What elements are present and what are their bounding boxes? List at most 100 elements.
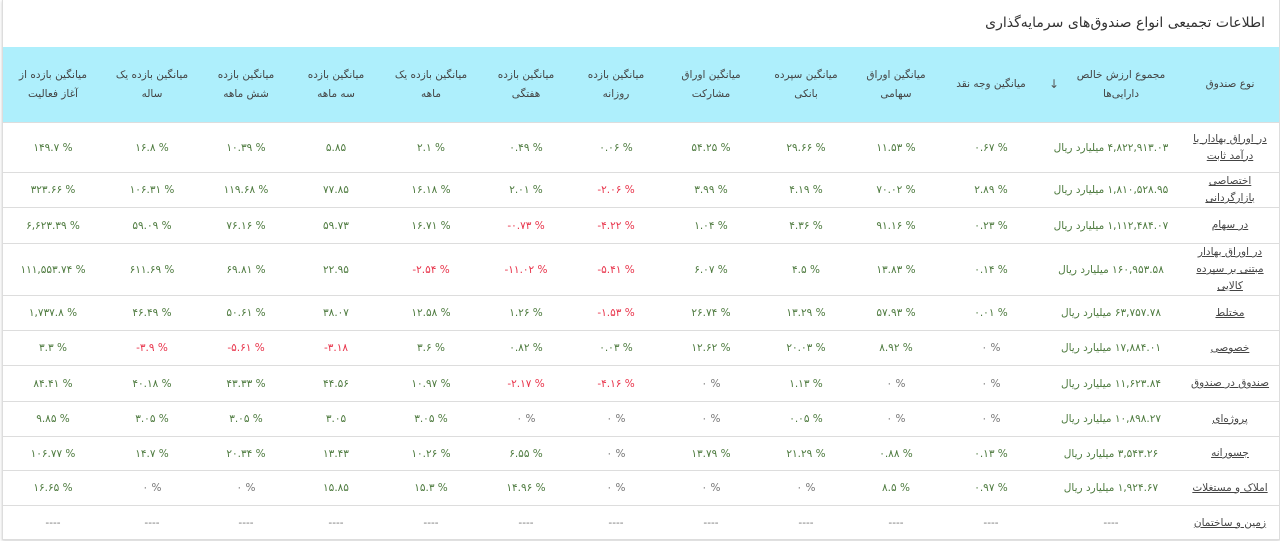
value-cell: ۱۲.۶۲ %	[661, 330, 761, 366]
net-asset-value-cell: ۶۳,۷۵۷.۷۸ میلیارد ریال	[1041, 295, 1181, 331]
column-header-9[interactable]: میانگین بازده سه ماهه	[291, 47, 381, 123]
value-cell: ۱۰.۲۶ %	[381, 436, 481, 471]
value-cell: ۰ %	[103, 470, 201, 506]
column-header-label: مجموع ارزش خالص دارایی‌ها	[1076, 68, 1166, 100]
value-cell: ۳.۰۵ %	[103, 401, 201, 437]
value-cell: ۰ %	[851, 401, 941, 437]
value-cell: ۳.۰۵ %	[201, 401, 291, 437]
value-cell: -۲.۰۶ %	[571, 172, 661, 208]
value-cell: ۱۴۹.۷ %	[3, 122, 103, 173]
column-header-7[interactable]: میانگین بازده هفتگی	[481, 47, 571, 123]
fund-type-cell: اختصاصی بازارگردانی	[1181, 172, 1279, 208]
fund-type-link[interactable]: در سهام	[1211, 219, 1249, 231]
value-cell: -۳.۱۸	[291, 330, 381, 366]
fund-type-link[interactable]: املاک و مستغلات	[1192, 481, 1268, 494]
value-cell: ۱۵.۸۵	[291, 470, 381, 506]
value-cell: ۰ %	[851, 365, 941, 402]
value-cell: ۳.۰۵	[291, 401, 381, 437]
value-cell: -۳.۹ %	[103, 330, 201, 366]
value-cell: ۱۱۹.۶۸ %	[201, 172, 291, 208]
value-cell: ۴۶.۴۹ %	[103, 295, 201, 331]
value-cell: ۵۰.۶۱ %	[201, 295, 291, 331]
value-cell: ۰ %	[481, 401, 571, 437]
value-cell: ۰ %	[761, 470, 851, 506]
value-cell: ----	[851, 505, 941, 541]
fund-type-link[interactable]: مختلط	[1215, 306, 1245, 319]
column-header-3[interactable]: میانگین اوراق سهامی	[851, 47, 941, 123]
net-asset-value-cell: ۱۷,۸۸۴.۰۱ میلیارد ریال	[1041, 330, 1181, 366]
value-cell: ----	[381, 505, 481, 541]
fund-type-link[interactable]: صندوق در صندوق	[1190, 377, 1270, 389]
column-header-2[interactable]: میانگین وجه نقد	[941, 47, 1041, 123]
value-cell: ۵۹.۷۳	[291, 207, 381, 244]
value-cell: ۷۶.۱۶ %	[201, 207, 291, 244]
value-cell: ۱.۰۴ %	[661, 207, 761, 244]
value-cell: ۲۰.۳۴ %	[201, 436, 291, 471]
value-cell: ----	[103, 505, 201, 541]
value-cell: ۵۷.۹۳ %	[851, 295, 941, 331]
fund-type-link[interactable]: زمین و ساختمان	[1193, 516, 1267, 529]
value-cell: ۹۱.۱۶ %	[851, 207, 941, 244]
value-cell: ۰.۱۳ %	[941, 436, 1041, 471]
value-cell: ۰ %	[571, 470, 661, 506]
value-cell: ۷۷.۸۵	[291, 172, 381, 208]
value-cell: ۰ %	[941, 330, 1041, 366]
value-cell: ۴۴.۵۶	[291, 365, 381, 402]
column-header-10[interactable]: میانگین بازده شش ماهه	[201, 47, 291, 123]
value-cell: ۱۲.۵۸ %	[381, 295, 481, 331]
column-header-label: نوع صندوق	[1205, 78, 1255, 90]
value-cell: ۰ %	[201, 470, 291, 506]
value-cell: ۱۶.۷۱ %	[381, 207, 481, 244]
column-header-11[interactable]: میانگین بازده یک ساله	[103, 47, 201, 123]
value-cell: ۱۳.۸۳ %	[851, 243, 941, 296]
fund-type-cell: صندوق در صندوق	[1181, 365, 1279, 402]
value-cell: ۵۴.۲۵ %	[661, 122, 761, 173]
fund-type-cell: در اوراق بهادار مبتنی بر سپرده کالایی	[1181, 243, 1279, 296]
value-cell: ۵.۸۵	[291, 122, 381, 173]
fund-type-link[interactable]: جسورانه	[1211, 447, 1249, 459]
table-row: املاک و مستغلات ۱,۹۲۴.۶۷ میلیارد ریال ۰.۹۷…	[3, 470, 1279, 506]
column-header-label: میانگین بازده هفتگی	[497, 68, 555, 100]
fund-summary-table: نوع صندوق مجموع ارزش خالص دارایی‌ها ↓ میانگ…	[3, 47, 1279, 541]
value-cell: ۳۲۳.۶۶ %	[3, 172, 103, 208]
value-cell: ۸۴.۴۱ %	[3, 365, 103, 402]
fund-type-link[interactable]: در اوراق بهادار مبتنی بر سپرده کالایی	[1196, 246, 1264, 292]
value-cell: ----	[481, 505, 571, 541]
fund-type-link[interactable]: پروژه‌ای	[1212, 412, 1248, 425]
column-header-8[interactable]: میانگین بازده یک ماهه	[381, 47, 481, 123]
value-cell: ۳.۰۵ %	[381, 401, 481, 437]
column-header-12[interactable]: میانگین بازده از آغاز فعالیت	[3, 47, 103, 123]
fund-type-link[interactable]: در اوراق بهادار با درآمد ثابت	[1193, 132, 1267, 162]
table-row: اختصاصی بازارگردانی ۱,۸۱۰,۵۲۸.۹۵ میلیارد …	[3, 172, 1279, 208]
value-cell: ۱۴.۷ %	[103, 436, 201, 471]
column-header-1[interactable]: مجموع ارزش خالص دارایی‌ها ↓	[1041, 47, 1181, 123]
value-cell: ۲۶.۷۴ %	[661, 295, 761, 331]
arrow-down-icon[interactable]: ↓	[1049, 77, 1060, 91]
value-cell: ۱۰۶.۳۱ %	[103, 172, 201, 208]
value-cell: ۷۰.۰۲ %	[851, 172, 941, 208]
value-cell: ۱۱۱,۵۵۳.۷۴ %	[3, 243, 103, 296]
value-cell: ۲.۰۱ %	[481, 172, 571, 208]
value-cell: ۲۱.۲۹ %	[761, 436, 851, 471]
value-cell: ۹.۸۵ %	[3, 401, 103, 437]
value-cell: ۱,۷۳۷.۸ %	[3, 295, 103, 331]
column-header-5[interactable]: میانگین اوراق مشارکت	[661, 47, 761, 123]
fund-type-link[interactable]: اختصاصی بازارگردانی	[1205, 175, 1255, 204]
net-asset-value-cell: ۴,۸۲۲,۹۱۳.۰۳ میلیارد ریال	[1041, 122, 1181, 173]
value-cell: ۱۰.۳۹ %	[201, 122, 291, 173]
page-title: اطلاعات تجمیعی انواع صندوق‌های سرمایه‌گذ…	[985, 15, 1265, 31]
fund-type-link[interactable]: خصوصی	[1210, 341, 1250, 354]
value-cell: ۰ %	[571, 436, 661, 471]
column-header-label: میانگین سپرده بانکی	[774, 68, 838, 100]
value-cell: ----	[3, 505, 103, 541]
table-row: جسورانه ۳,۵۴۳.۲۶ میلیارد ریال ۰.۱۳ % ۰.۸۸ %…	[3, 436, 1279, 471]
column-header-6[interactable]: میانگین بازده روزانه	[571, 47, 661, 123]
column-header-4[interactable]: میانگین سپرده بانکی	[761, 47, 851, 123]
value-cell: -۱.۵۳ %	[571, 295, 661, 331]
value-cell: ۶۱۱.۶۹ %	[103, 243, 201, 296]
value-cell: ۱۰۶.۷۷ %	[3, 436, 103, 471]
column-header-0[interactable]: نوع صندوق	[1181, 47, 1279, 123]
fund-type-cell: مختلط	[1181, 295, 1279, 331]
value-cell: ۰.۹۷ %	[941, 470, 1041, 506]
value-cell: ۰.۱۴ %	[941, 243, 1041, 296]
